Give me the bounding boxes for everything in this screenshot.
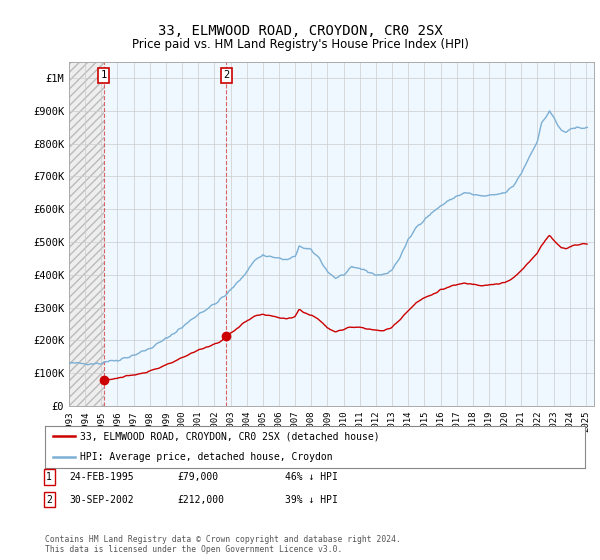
Text: 2: 2 xyxy=(223,70,230,80)
Text: 30-SEP-2002: 30-SEP-2002 xyxy=(69,494,134,505)
Text: 39% ↓ HPI: 39% ↓ HPI xyxy=(285,494,338,505)
Text: HPI: Average price, detached house, Croydon: HPI: Average price, detached house, Croy… xyxy=(80,452,333,462)
Text: 2: 2 xyxy=(46,494,52,505)
Text: 24-FEB-1995: 24-FEB-1995 xyxy=(69,472,134,482)
Text: Price paid vs. HM Land Registry's House Price Index (HPI): Price paid vs. HM Land Registry's House … xyxy=(131,38,469,50)
Text: 1: 1 xyxy=(101,70,107,80)
Text: £212,000: £212,000 xyxy=(177,494,224,505)
Text: 1: 1 xyxy=(46,472,52,482)
Text: 46% ↓ HPI: 46% ↓ HPI xyxy=(285,472,338,482)
Text: 33, ELMWOOD ROAD, CROYDON, CR0 2SX: 33, ELMWOOD ROAD, CROYDON, CR0 2SX xyxy=(158,24,442,38)
Bar xyxy=(69,62,104,406)
Text: £79,000: £79,000 xyxy=(177,472,218,482)
Text: 33, ELMWOOD ROAD, CROYDON, CR0 2SX (detached house): 33, ELMWOOD ROAD, CROYDON, CR0 2SX (deta… xyxy=(80,431,380,441)
Text: Contains HM Land Registry data © Crown copyright and database right 2024.
This d: Contains HM Land Registry data © Crown c… xyxy=(45,535,401,554)
